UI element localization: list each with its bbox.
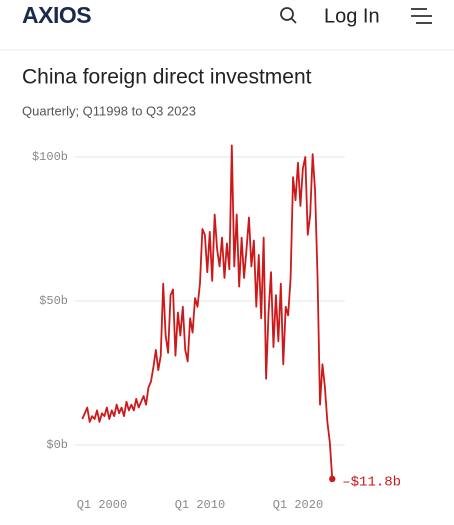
end-point bbox=[329, 475, 336, 483]
y-tick-label: $100b bbox=[32, 150, 68, 164]
value-label: –$11.8b bbox=[342, 475, 401, 491]
data-line bbox=[81, 144, 334, 479]
x-tick-label: Q1 2010 bbox=[175, 498, 225, 512]
x-tick-label: Q1 2000 bbox=[77, 498, 127, 512]
y-tick-label: $0b bbox=[46, 438, 68, 452]
chart-title: China foreign direct investment bbox=[22, 66, 312, 89]
chart-subtitle: Quarterly; Q11998 to Q3 2023 bbox=[22, 103, 196, 118]
plot: $0b $50b $100b Q1 2000 Q1 2010 Q1 2020 –$11.8b bbox=[32, 144, 401, 512]
search-icon[interactable] bbox=[280, 7, 297, 24]
y-tick-label: $50b bbox=[39, 294, 68, 308]
logo[interactable]: AXIOS bbox=[22, 2, 92, 28]
menu-icon[interactable] bbox=[411, 8, 432, 24]
x-tick-label: Q1 2020 bbox=[273, 498, 323, 512]
login-link[interactable]: Log In bbox=[324, 5, 380, 27]
